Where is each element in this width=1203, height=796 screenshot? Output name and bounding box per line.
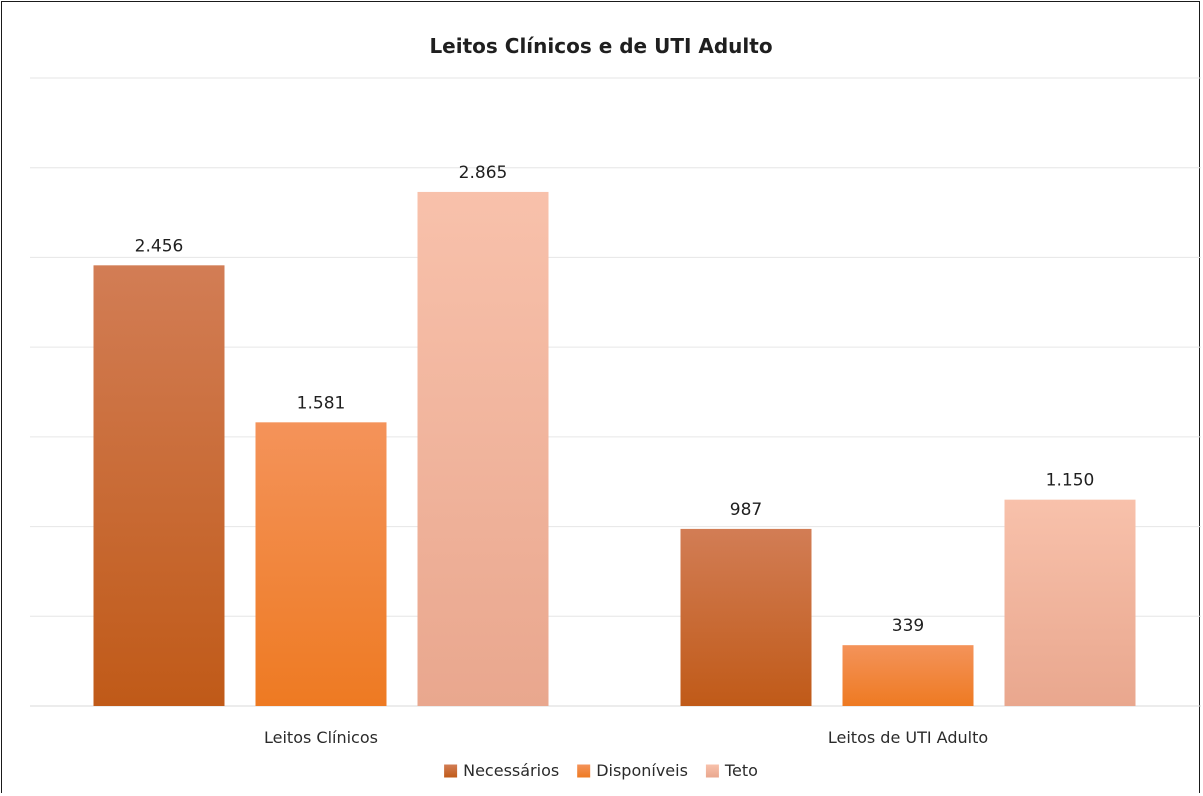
data-labels: 2.456 1.581 2.865 987 339 1.150 (135, 163, 1095, 636)
category-label: Leitos Clínicos (264, 728, 378, 747)
legend-item-dispon-veis: Disponíveis (577, 761, 688, 780)
data-label: 2.456 (135, 236, 184, 256)
bars (93, 191, 1136, 707)
bar-teto-0 (417, 191, 549, 707)
bar-dispon-veis-1 (842, 645, 974, 706)
category-label: Leitos de UTI Adulto (828, 728, 988, 747)
data-label: 1.150 (1046, 471, 1095, 491)
bar-teto-1 (1004, 499, 1136, 706)
bar-necess-rios-0 (93, 265, 225, 706)
bar-necess-rios-1 (680, 528, 812, 706)
legend-item-necess-rios: Necessários (444, 761, 559, 780)
data-label: 2.865 (459, 163, 508, 183)
data-label: 987 (730, 500, 762, 520)
legend-swatch (577, 764, 591, 778)
legend-swatch (444, 764, 458, 778)
data-label: 1.581 (297, 393, 346, 413)
chart-title: Leitos Clínicos e de UTI Adulto (429, 34, 772, 58)
legend-item-teto: Teto (705, 761, 758, 780)
gridlines (30, 77, 1201, 707)
legend-label: Disponíveis (596, 761, 688, 780)
legend: Necessários Disponíveis Teto (444, 761, 758, 780)
legend-label: Necessários (463, 761, 559, 780)
legend-label: Teto (724, 761, 758, 780)
category-labels: Leitos Clínicos Leitos de UTI Adulto (264, 728, 988, 747)
bar-dispon-veis-0 (255, 422, 387, 706)
data-label: 339 (892, 616, 924, 636)
legend-swatch (705, 764, 719, 778)
